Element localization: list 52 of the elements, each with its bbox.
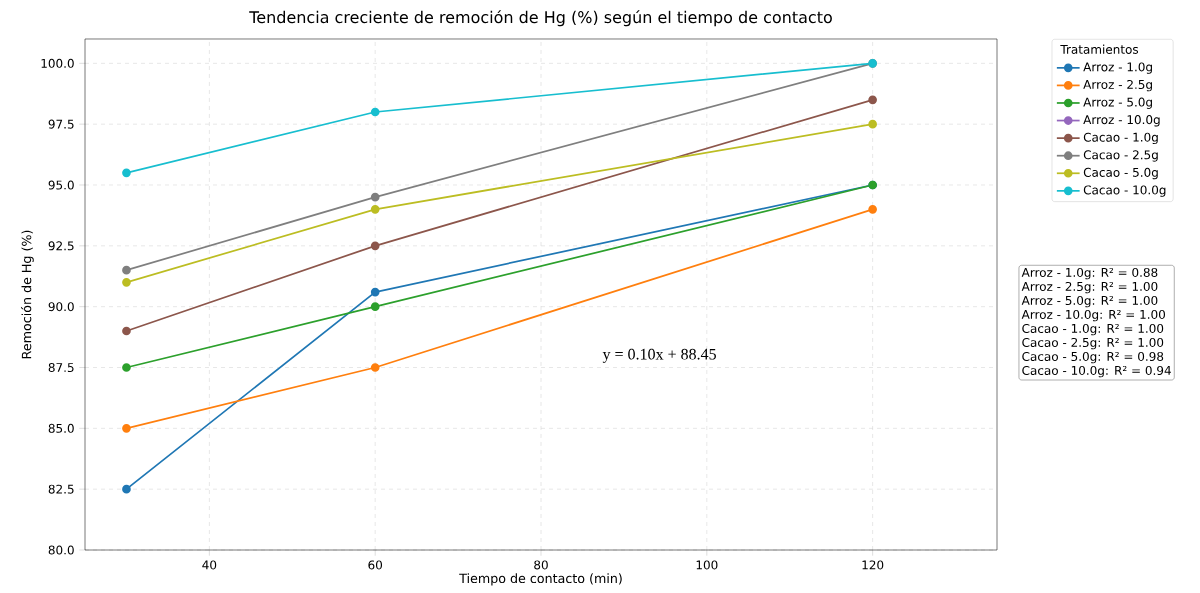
point: [122, 168, 131, 178]
x-axis-title: Tiempo de contacto (min): [459, 573, 622, 586]
legend-label: Cacao - 1.0g: [1083, 132, 1158, 145]
text: Cacao - 2.5g: R² = 1.00: [1022, 337, 1164, 350]
legend-label: Cacao - 10.0g: [1083, 185, 1166, 197]
chart-title: Tendencia creciente de remoción de Hg (%) según el tiempo de contacto: [249, 10, 832, 27]
x-tick-label: 80: [534, 560, 548, 570]
y-tick-label: 90.0: [48, 302, 74, 312]
y-tick-label: 85.0: [48, 423, 74, 433]
point: [868, 205, 877, 214]
point: [122, 326, 131, 336]
y-tick-label: 80.0: [48, 545, 74, 555]
x-tick-label: 100: [696, 560, 718, 570]
legend-label: Arroz - 1.0g: [1083, 62, 1152, 74]
legend-label: Arroz - 5.0g: [1083, 97, 1152, 109]
x-tick-label: 60: [368, 560, 383, 570]
point: [370, 241, 380, 251]
point: [370, 302, 380, 311]
point: [370, 287, 380, 297]
text: Arroz - 5.0g: R² = 1.00: [1021, 295, 1158, 308]
legend-label: Cacao - 2.5g: [1083, 150, 1158, 162]
point: [868, 119, 877, 129]
point: [122, 484, 131, 494]
y-tick-label: 97.5: [48, 119, 74, 129]
point: [122, 265, 131, 275]
y-tick-label: 92.5: [48, 241, 74, 251]
y-tick-label: 95.0: [48, 180, 74, 190]
text: Cacao - 1.0g: R² = 1.00: [1022, 323, 1164, 336]
point: [122, 363, 131, 372]
text: Arroz - 2.5g: R² = 1.00: [1021, 281, 1158, 294]
legend-title: Tratamientos: [1060, 44, 1139, 54]
y-tick-label: 82.5: [48, 484, 74, 494]
point: [122, 277, 131, 287]
y-tick-label: 100.0: [41, 58, 74, 68]
text: Cacao - 10.0g: R² = 0.94: [1022, 365, 1171, 378]
point: [868, 95, 877, 105]
text: Arroz - 10.0g: R² = 1.00: [1021, 309, 1166, 322]
legend-label: Cacao - 5.0g: [1083, 167, 1158, 180]
annotation: y = 0.10x + 88.45: [602, 348, 716, 363]
point: [370, 192, 380, 202]
legend-label: Arroz - 10.0g: [1083, 115, 1160, 127]
point: [122, 424, 131, 433]
point: [370, 363, 380, 372]
x-tick-label: 40: [202, 560, 217, 570]
x-tick-label: 120: [862, 560, 884, 570]
text: Cacao - 5.0g: R² = 0.98: [1022, 351, 1164, 364]
text: Arroz - 1.0g: R² = 0.88: [1021, 267, 1158, 280]
y-axis-title: Remoción de Hg (%): [20, 230, 34, 359]
point: [370, 205, 380, 214]
legend-label: Arroz - 2.5g: [1083, 79, 1152, 92]
y-tick-label: 87.5: [48, 362, 74, 373]
point: [370, 107, 380, 117]
